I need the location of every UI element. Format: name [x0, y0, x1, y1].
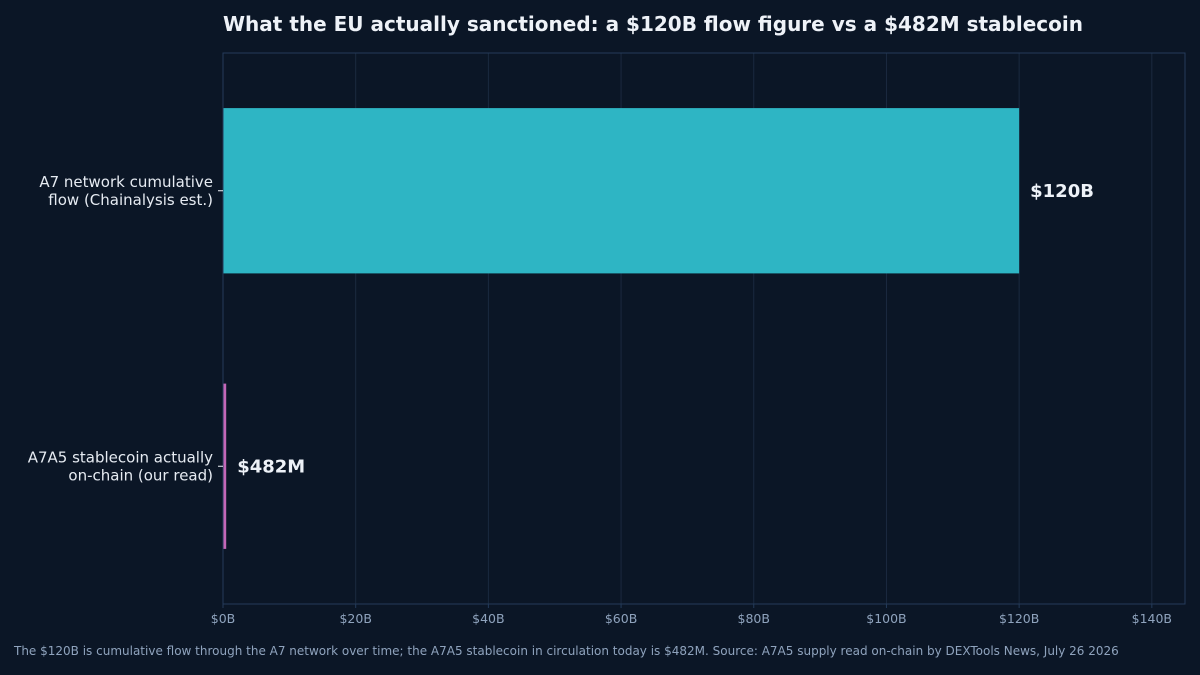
bar [223, 108, 1020, 274]
plot-area-border [222, 52, 1186, 605]
x-tick-label: $80B [738, 611, 770, 626]
footnote: The $120B is cumulative flow through the… [13, 644, 1119, 658]
x-tick-label: $40B [472, 611, 504, 626]
bar [223, 383, 227, 549]
bars [223, 108, 1020, 549]
chart-title: What the EU actually sanctioned: a $120B… [223, 12, 1083, 36]
x-tick-label: $100B [866, 611, 906, 626]
data-label: $482M [237, 456, 305, 477]
x-tick-label: $0B [211, 611, 235, 626]
category-label: A7 network cumulative [39, 173, 213, 191]
data-label: $120B [1030, 181, 1094, 202]
x-axis-ticks: $0B $20B $40B $60B $80B $100B $120B $140B [211, 190, 1172, 626]
x-tick-label: $120B [999, 611, 1039, 626]
data-labels: $120B $482M [237, 181, 1094, 478]
x-tick-label: $60B [605, 611, 637, 626]
category-label: flow (Chainalysis est.) [48, 191, 213, 209]
category-label: on-chain (our read) [68, 466, 213, 484]
x-tick-label: $20B [339, 611, 371, 626]
category-label: A7A5 stablecoin actually [28, 448, 213, 466]
x-tick-label: $140B [1132, 611, 1172, 626]
